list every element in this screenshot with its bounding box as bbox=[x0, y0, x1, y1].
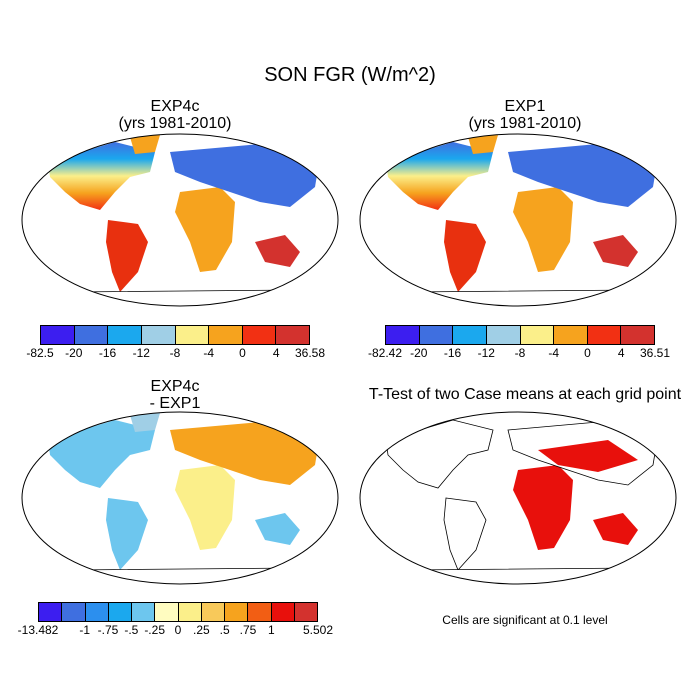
colorbar-swatch bbox=[201, 603, 225, 621]
colorbar-swatch bbox=[271, 603, 295, 621]
colorbar-tick-label: -4 bbox=[548, 346, 560, 360]
colorbar-swatch bbox=[41, 326, 75, 344]
colorbar-tick-label: 4 bbox=[617, 346, 625, 360]
map-difference bbox=[21, 411, 339, 585]
colorbar-tick-label: .75 bbox=[239, 623, 257, 637]
panel-title-difference: EXP4c - EXP1 bbox=[0, 378, 350, 412]
colorbar-tick-label: -4 bbox=[203, 346, 215, 360]
colorbar-swatch bbox=[554, 326, 588, 344]
colorbar-swatch bbox=[520, 326, 555, 344]
colorbar-swatch bbox=[141, 326, 176, 344]
colorbar-swatch bbox=[486, 326, 521, 344]
colorbar-tick-label: -12 bbox=[132, 346, 150, 360]
colorbar-tick-label: .5 bbox=[219, 623, 230, 637]
panel-title-exp1: EXP1 (yrs 1981-2010) bbox=[350, 98, 700, 132]
colorbar-tick-label: 5.502 bbox=[302, 623, 334, 637]
colorbar-swatch bbox=[85, 603, 109, 621]
colorbar-tick-label: -20 bbox=[410, 346, 428, 360]
colorbar-tick-label: -.75 bbox=[97, 623, 119, 637]
colorbar-swatch bbox=[248, 603, 272, 621]
colorbar-tick-label: -13.482 bbox=[17, 623, 59, 637]
colorbar-tick-label: -82.42 bbox=[367, 346, 403, 360]
colorbar-swatch bbox=[108, 326, 142, 344]
colorbar-swatch bbox=[242, 326, 277, 344]
colorbar-labels-difference: -13.482 -1 -.75 -.5 -.25 0 .25 .5 .75 1 5.502 bbox=[18, 623, 333, 639]
colorbar-swatch bbox=[209, 326, 243, 344]
panel-title-line2: - EXP1 bbox=[149, 395, 201, 412]
colorbar-swatch bbox=[132, 603, 156, 621]
panel-title-line1: T-Test of two Case means at each grid po… bbox=[368, 386, 682, 403]
colorbar-tick-label: 0 bbox=[239, 346, 246, 360]
colorbar-swatch bbox=[587, 326, 622, 344]
colorbar-tick-label: -.25 bbox=[144, 623, 165, 637]
colorbar-swatch bbox=[39, 603, 63, 621]
colorbar-swatch bbox=[386, 326, 420, 344]
colorbar-tick-label: -8 bbox=[514, 346, 526, 360]
panel-title-line1: EXP4c bbox=[150, 98, 200, 115]
map-exp4c bbox=[21, 133, 339, 307]
colorbar-swatch bbox=[74, 326, 109, 344]
colorbar-difference bbox=[38, 602, 318, 622]
colorbar-tick-label: 4 bbox=[272, 346, 280, 360]
colorbar-tick-label: -16 bbox=[443, 346, 462, 360]
colorbar-swatch bbox=[419, 326, 454, 344]
colorbar-labels-exp1: -82.42 -20 -16 -12 -8 -4 0 4 36.51 bbox=[368, 346, 670, 362]
panel-title-exp4c: EXP4c (yrs 1981-2010) bbox=[0, 98, 350, 132]
panel-title-line2: (yrs 1981-2010) bbox=[468, 115, 582, 132]
colorbar-tick-label: -20 bbox=[65, 346, 83, 360]
colorbar-tick-label: 1 bbox=[267, 623, 275, 637]
colorbar-swatch bbox=[294, 603, 317, 621]
colorbar-tick-label: .25 bbox=[192, 623, 210, 637]
map-exp1 bbox=[359, 133, 677, 307]
panel-title-ttest: T-Test of two Case means at each grid po… bbox=[350, 386, 700, 403]
colorbar-swatch bbox=[62, 603, 86, 621]
colorbar-tick-label: 36.51 bbox=[639, 346, 671, 360]
colorbar-tick-label: -.5 bbox=[124, 623, 139, 637]
colorbar-exp1 bbox=[385, 325, 655, 345]
colorbar-exp4c bbox=[40, 325, 310, 345]
main-title: SON FGR (W/m^2) bbox=[264, 64, 436, 86]
colorbar-labels-exp4c: -82.5 -20 -16 -12 -8 -4 0 4 36.58 bbox=[26, 346, 325, 362]
colorbar-swatch bbox=[276, 326, 309, 344]
colorbar-swatch bbox=[108, 603, 132, 621]
colorbar-swatch bbox=[178, 603, 202, 621]
colorbar-tick-label: 0 bbox=[174, 623, 182, 637]
colorbar-tick-label: -8 bbox=[169, 346, 181, 360]
colorbar-swatch bbox=[155, 603, 179, 621]
colorbar-tick-label: 36.58 bbox=[294, 346, 326, 360]
colorbar-swatch bbox=[453, 326, 487, 344]
colorbar-tick-label: -82.5 bbox=[26, 346, 54, 360]
colorbar-tick-label: 0 bbox=[584, 346, 591, 360]
colorbar-swatch bbox=[225, 603, 249, 621]
panel-title-line2: (yrs 1981-2010) bbox=[118, 115, 232, 132]
colorbar-swatch bbox=[621, 326, 654, 344]
colorbar-swatch bbox=[175, 326, 210, 344]
colorbar-tick-label: -16 bbox=[98, 346, 117, 360]
map-ttest bbox=[359, 411, 677, 585]
panel-title-line1: EXP4c bbox=[150, 378, 200, 395]
colorbar-tick-label: -1 bbox=[79, 623, 90, 637]
colorbar-tick-label: -12 bbox=[477, 346, 495, 360]
significance-note: Cells are significant at 0.1 level bbox=[442, 613, 608, 627]
panel-title-line1: EXP1 bbox=[504, 98, 546, 115]
